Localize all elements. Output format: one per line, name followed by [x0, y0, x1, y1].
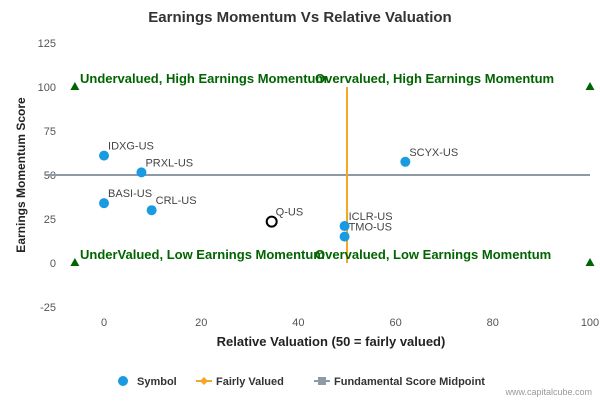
legend-item[interactable]: Fundamental Score Midpoint [314, 376, 485, 388]
data-point[interactable] [400, 156, 411, 167]
y-tick-label: -25 [40, 302, 56, 314]
quadrant-label: Overvalued, Low Earnings Momentum [315, 247, 551, 262]
legend-item[interactable]: Fairly Valued [196, 376, 284, 388]
y-tick-label: 75 [44, 126, 56, 138]
quadrant-label: Undervalued, High Earnings Momentum [80, 71, 327, 86]
data-point-label: Q-US [276, 207, 304, 219]
x-tick-label: 20 [195, 317, 207, 329]
credit-text: www.capitalcube.com [504, 387, 592, 397]
chart-title: Earnings Momentum Vs Relative Valuation [148, 9, 451, 26]
corner-markers [70, 82, 595, 266]
triangle-marker [585, 82, 595, 90]
data-points: IDXG-US PRXL-US BASI-US CRL-US Q-US ICLR-USTM… [99, 141, 458, 242]
triangle-marker [585, 258, 595, 266]
quadrant-label: Overvalued, High Earnings Momentum [315, 71, 554, 86]
data-point-label: IDXG-US [108, 141, 154, 153]
y-axis-label: Earnings Momentum Score [14, 97, 28, 253]
y-tick-label: 125 [38, 38, 56, 50]
quadrant-label: UnderValued, Low Earnings Momentum [80, 247, 325, 262]
data-point-highlighted[interactable] [265, 215, 278, 228]
legend-item[interactable]: Symbol [118, 376, 177, 388]
x-tick-label: 100 [581, 317, 599, 329]
data-point[interactable] [99, 198, 110, 209]
x-axis-label: Relative Valuation (50 = fairly valued) [217, 334, 446, 349]
data-point[interactable] [339, 221, 350, 232]
x-tick-label: 40 [292, 317, 304, 329]
data-point[interactable] [99, 150, 110, 161]
legend-diamond-icon [200, 377, 208, 385]
y-tick-label: 0 [50, 258, 56, 270]
data-point-label: PRXL-US [145, 157, 193, 169]
triangle-marker [70, 82, 80, 90]
data-point-label: SCYX-US [409, 147, 458, 159]
data-point-label: CRL-US [156, 195, 197, 207]
quadrant-labels: Undervalued, High Earnings MomentumOverv… [80, 71, 554, 262]
legend-label: Symbol [137, 376, 177, 388]
legend[interactable]: Symbol Fairly Valued Fundamental Score Mid… [118, 376, 485, 388]
data-point[interactable] [146, 205, 157, 216]
data-point-label: TMO-US [349, 222, 392, 234]
data-point[interactable] [339, 231, 350, 242]
legend-square-icon [318, 377, 326, 385]
legend-circle-icon [118, 376, 128, 386]
y-tick-label: 100 [38, 82, 56, 94]
legend-label: Fundamental Score Midpoint [334, 376, 485, 388]
x-tick-label: 60 [389, 317, 401, 329]
legend-label: Fairly Valued [216, 376, 284, 388]
triangle-marker [70, 258, 80, 266]
x-tick-label: 0 [101, 317, 107, 329]
data-point-label: ICLR-US [349, 211, 393, 223]
reference-lines [45, 87, 590, 263]
x-tick-label: 80 [487, 317, 499, 329]
y-tick-label: 25 [44, 214, 56, 226]
data-point-label: BASI-US [108, 188, 152, 200]
data-point[interactable] [136, 167, 147, 178]
